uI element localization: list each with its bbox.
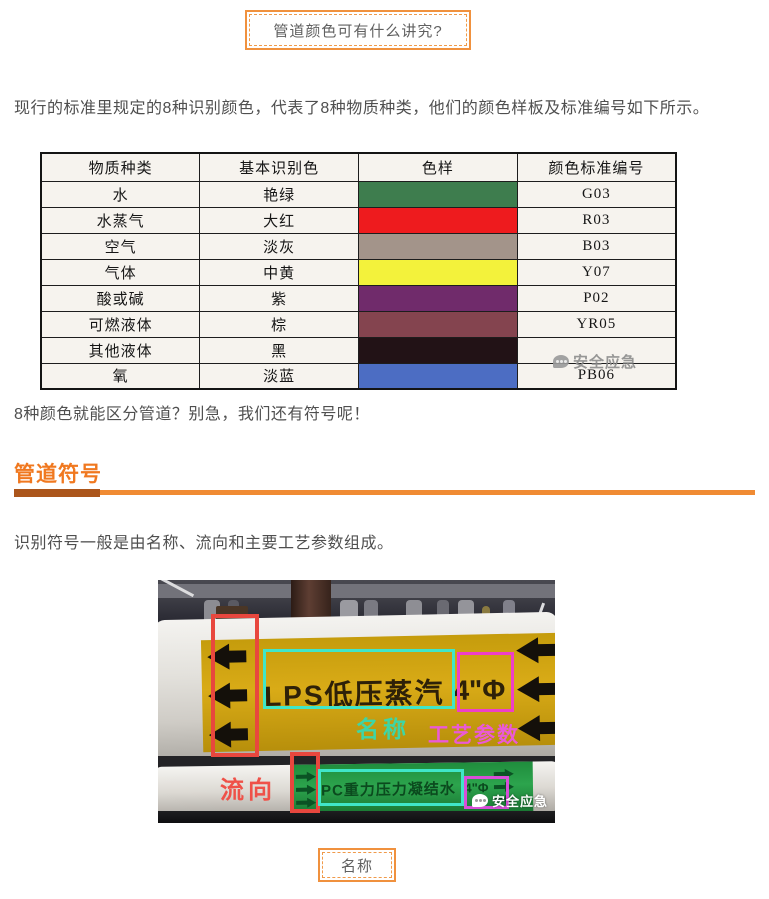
- bottom-name-box: 名称: [318, 848, 396, 882]
- name-highlight-box: [318, 769, 464, 806]
- table-watermark: 安全应急: [553, 351, 637, 372]
- intro-paragraph: 现行的标准里规定的8种识别颜色，代表了8种物质种类，他们的颜色样板及标准编号如下…: [14, 100, 710, 117]
- bottom-name-label: 名称: [322, 852, 392, 878]
- section-divider: [14, 489, 755, 497]
- table-row: 水蒸气 大红 R03: [40, 206, 677, 234]
- param-highlight-box: [457, 652, 514, 712]
- table-row: 气体 中黄 Y07: [40, 258, 677, 286]
- table-row: 空气 淡灰 B03: [40, 232, 677, 260]
- table-row: 氧 淡蓝 PB06: [40, 362, 677, 390]
- cell-swatch: [358, 180, 518, 208]
- cell-swatch: [358, 310, 518, 338]
- cell-color-name: 淡灰: [199, 232, 359, 260]
- left-arrow-icon: [518, 715, 555, 742]
- cell-swatch: [358, 362, 518, 390]
- cell-code: R03: [516, 206, 677, 234]
- cell-color-name: 大红: [199, 206, 359, 234]
- chat-bubble-icon: [472, 794, 488, 807]
- cell-substance: 气体: [40, 258, 201, 286]
- cell-code: [516, 336, 677, 364]
- cell-color-name: 棕: [199, 310, 359, 338]
- table-header-row: 物质种类 基本识别色 色样 颜色标准编号: [40, 152, 677, 182]
- annotation-param-label: 工艺参数: [428, 724, 520, 747]
- flow-arrows-right-group: [516, 637, 555, 742]
- param-highlight-box: [464, 776, 509, 809]
- col-header-code: 颜色标准编号: [516, 152, 677, 182]
- cell-substance: 水: [40, 180, 201, 208]
- table-watermark-text: 安全应急: [573, 354, 638, 371]
- cell-color-name: 艳绿: [199, 180, 359, 208]
- cell-swatch: [358, 206, 518, 234]
- cell-code: Y07: [516, 258, 677, 286]
- table-row: 酸或碱 紫 P02: [40, 284, 677, 312]
- divider-dark-segment: [14, 489, 100, 497]
- cell-code: G03: [516, 180, 677, 208]
- photo-bottom-shadow: [158, 811, 555, 823]
- annotation-name-label: 名称: [356, 716, 410, 742]
- cell-color-name: 中黄: [199, 258, 359, 286]
- cell-code: PB06: [516, 362, 677, 390]
- cell-code: B03: [516, 232, 677, 260]
- cell-swatch: [358, 284, 518, 312]
- pipe-photo: LPS低压蒸汽 4"Φ PC重力压力凝结水 /4"Φ: [158, 580, 555, 823]
- chat-bubble-icon: [553, 355, 569, 368]
- machinery-rail: [158, 584, 555, 598]
- cell-swatch: [358, 336, 518, 364]
- name-highlight-box: [263, 649, 455, 709]
- cell-code: YR05: [516, 310, 677, 338]
- cell-substance: 氧: [40, 362, 201, 390]
- divider-light-segment: [100, 490, 755, 495]
- cell-substance: 酸或碱: [40, 284, 201, 312]
- photo-watermark-text: 安全应急: [492, 794, 549, 809]
- cell-color-name: 紫: [199, 284, 359, 312]
- page-title: 管道颜色可有什么讲究?: [249, 14, 467, 46]
- cell-swatch: [358, 258, 518, 286]
- cell-code: P02: [516, 284, 677, 312]
- col-header-swatch: 色样: [358, 152, 518, 182]
- section-intro-paragraph: 识别符号一般是由名称、流向和主要工艺参数组成。: [14, 535, 394, 552]
- cell-color-name: 淡蓝: [199, 362, 359, 390]
- table-row: 水 艳绿 G03: [40, 180, 677, 208]
- annotation-flow-label: 流向: [220, 777, 276, 804]
- table-row: 其他液体 黑: [40, 336, 677, 364]
- cell-substance: 水蒸气: [40, 206, 201, 234]
- section-heading: 管道符号: [14, 463, 102, 486]
- flow-direction-highlight-box: [290, 752, 320, 813]
- cell-substance: 可燃液体: [40, 310, 201, 338]
- pipe-color-table: 物质种类 基本识别色 色样 颜色标准编号 水 艳绿 G03 水蒸气 大红 R03…: [40, 152, 677, 390]
- photo-watermark: 安全应急: [472, 791, 548, 810]
- left-arrow-icon: [516, 637, 555, 664]
- col-header-color-name: 基本识别色: [199, 152, 359, 182]
- cell-swatch: [358, 232, 518, 260]
- after-table-paragraph: 8种颜色就能区分管道？别急，我们还有符号呢！: [14, 406, 370, 423]
- flow-direction-highlight-box: [211, 614, 259, 757]
- cell-substance: 空气: [40, 232, 201, 260]
- table-row: 可燃液体 棕 YR05: [40, 310, 677, 338]
- col-header-substance: 物质种类: [40, 152, 201, 182]
- cell-color-name: 黑: [199, 336, 359, 364]
- cell-substance: 其他液体: [40, 336, 201, 364]
- title-box: 管道颜色可有什么讲究?: [245, 10, 471, 50]
- machinery-part: [482, 606, 490, 618]
- left-arrow-icon: [517, 676, 555, 703]
